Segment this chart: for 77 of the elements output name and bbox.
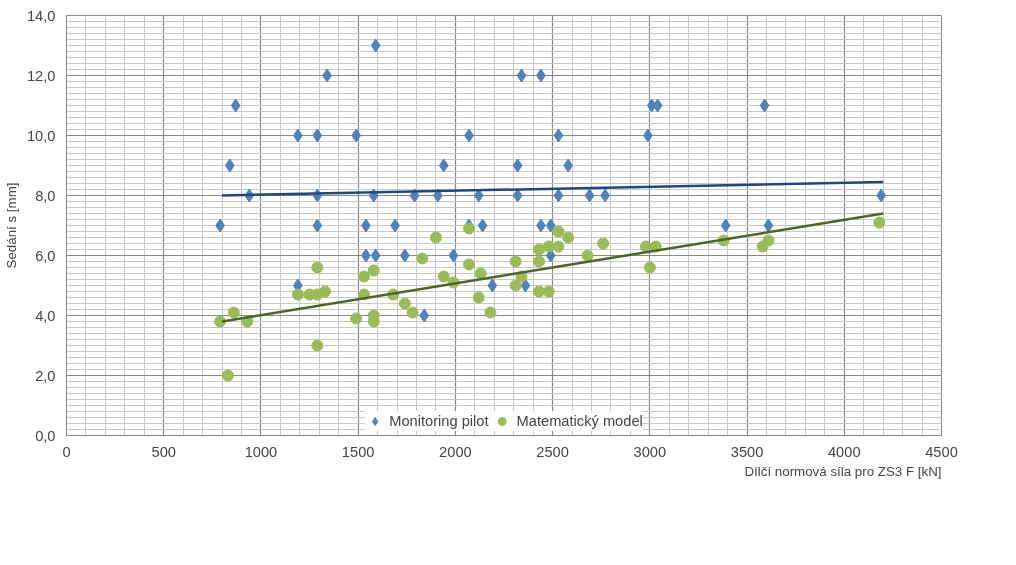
point (477, 218, 488, 233)
x-tick-label: 2500 (536, 443, 569, 460)
point (311, 339, 324, 352)
x-tick-label: 3500 (730, 443, 764, 460)
x-tick-label: 3000 (633, 443, 667, 460)
x-tick-label: 500 (151, 443, 176, 460)
point (509, 279, 522, 292)
point (221, 369, 234, 382)
point (545, 218, 556, 233)
point (553, 188, 564, 203)
point (487, 278, 498, 293)
point (429, 231, 442, 244)
x-tick-label: 2000 (439, 443, 472, 460)
x-tick-label: 1000 (244, 443, 278, 460)
point (227, 306, 240, 319)
point (597, 237, 610, 250)
point (552, 225, 565, 238)
point (762, 234, 775, 247)
legend-label: Monitoring pilot (389, 413, 489, 429)
point (398, 297, 411, 310)
point (553, 128, 564, 143)
point (552, 240, 565, 253)
point (419, 308, 430, 323)
x-tick-label: 1500 (341, 443, 375, 460)
point (319, 285, 332, 298)
point (311, 261, 324, 274)
x-axis-title: Dílčí normová síla pro ZS3 F [kN] (744, 463, 942, 479)
point (312, 218, 323, 233)
x-tick-label: 4000 (827, 443, 861, 460)
point (367, 264, 380, 277)
y-tick-label: 0,0 (35, 427, 56, 444)
x-tick-label: 4500 (925, 443, 958, 460)
point (463, 258, 475, 271)
point (370, 38, 381, 53)
point (448, 248, 459, 263)
point (584, 188, 595, 203)
point (876, 188, 887, 203)
legend-label: Matematický model (516, 413, 643, 429)
point (509, 255, 522, 268)
point (291, 288, 304, 301)
point (512, 158, 523, 173)
point (643, 261, 656, 274)
point (358, 270, 370, 283)
y-tick-label: 4,0 (35, 307, 56, 324)
point (873, 216, 886, 229)
y-tick-label: 8,0 (35, 187, 56, 204)
point (463, 222, 475, 235)
point (484, 306, 497, 319)
point (581, 249, 594, 262)
x-tick-label: 0 (62, 443, 71, 460)
point (230, 98, 241, 113)
point (562, 231, 575, 244)
y-tick-label: 12,0 (26, 67, 56, 84)
point (472, 291, 485, 304)
point (533, 243, 545, 256)
y-axis-title: Sedání s [mm] (3, 182, 19, 269)
point (438, 158, 449, 173)
point (516, 68, 527, 83)
point (312, 128, 323, 143)
point (763, 218, 774, 233)
point (533, 255, 545, 268)
point (474, 267, 487, 280)
point (370, 248, 381, 263)
point (351, 128, 362, 143)
point (416, 252, 429, 265)
y-tick-label: 10,0 (26, 127, 56, 144)
point (350, 312, 363, 325)
y-tick-label: 2,0 (35, 367, 56, 384)
y-tick-label: 6,0 (35, 247, 56, 264)
point (542, 240, 555, 253)
point (406, 306, 419, 319)
point (437, 270, 450, 283)
point (652, 98, 663, 113)
y-tick-label: 14,0 (26, 7, 56, 24)
point (512, 188, 523, 203)
point (759, 98, 770, 113)
point (720, 218, 731, 233)
